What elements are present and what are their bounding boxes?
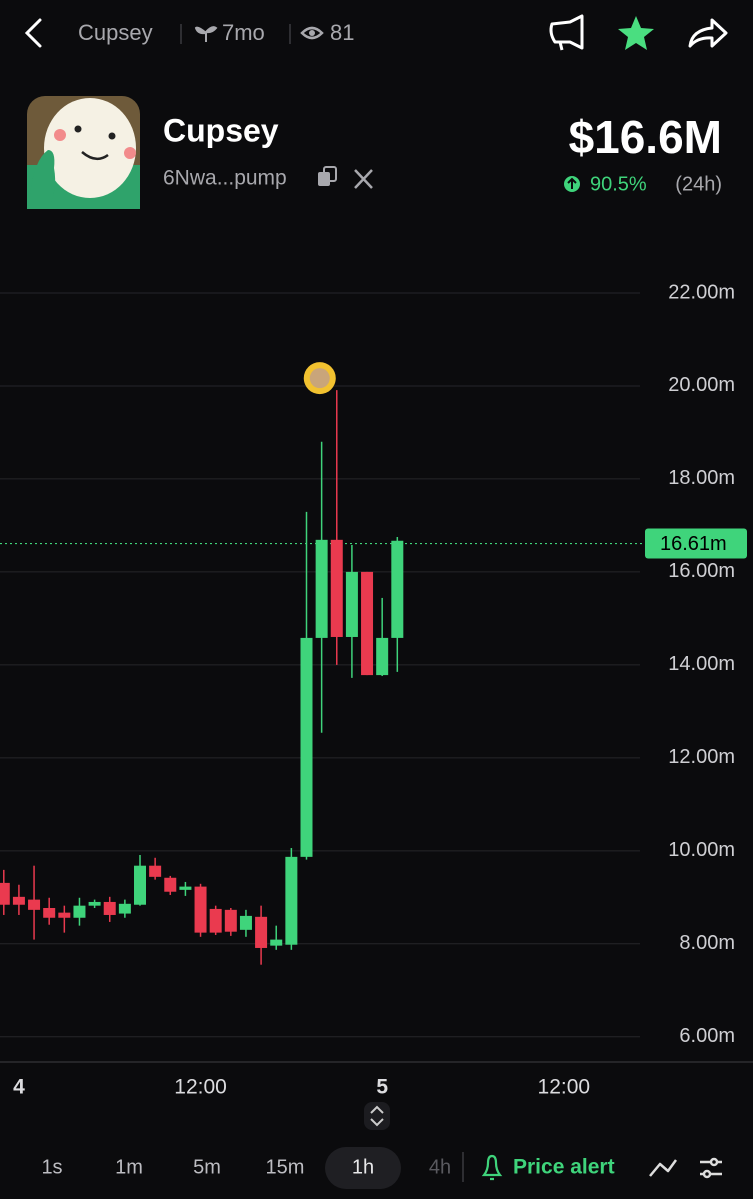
interval-button[interactable]: 5m bbox=[193, 1156, 221, 1178]
interval-button[interactable]: 1m bbox=[115, 1156, 143, 1178]
candle-body bbox=[345, 571, 358, 637]
y-tick-label: 18.00m bbox=[668, 467, 735, 489]
chart-style-button[interactable] bbox=[649, 1159, 678, 1177]
candle-body bbox=[149, 865, 162, 877]
candle-body bbox=[270, 939, 283, 946]
candle-body bbox=[300, 637, 313, 857]
candle-body bbox=[315, 539, 328, 638]
up-arrow bbox=[567, 177, 577, 189]
copy-button[interactable] bbox=[318, 166, 337, 186]
x-tick-label: 4 bbox=[13, 1076, 25, 1099]
token-address: 6Nwa...pump bbox=[163, 167, 287, 190]
market-cap: $16.6M bbox=[569, 111, 722, 163]
candle-body bbox=[255, 916, 268, 948]
candle-body bbox=[43, 907, 56, 918]
candle-body bbox=[12, 896, 25, 905]
token-name: Cupsey bbox=[163, 112, 279, 148]
interval-button[interactable]: 4h bbox=[429, 1156, 451, 1178]
favorite-button[interactable] bbox=[618, 16, 654, 50]
y-tick-label: 6.00m bbox=[679, 1025, 735, 1047]
sprout-icon bbox=[194, 26, 218, 42]
y-tick-label: 12.00m bbox=[668, 746, 735, 768]
x-tick-label: 5 bbox=[376, 1076, 388, 1099]
last-price-label: 16.61m bbox=[660, 533, 727, 555]
candle-body bbox=[179, 886, 192, 890]
expand-icon bbox=[370, 1105, 384, 1127]
candle-body bbox=[285, 856, 298, 945]
x-link[interactable] bbox=[354, 169, 373, 189]
candle-body bbox=[391, 540, 404, 638]
candle-body bbox=[103, 901, 116, 915]
y-tick-label: 22.00m bbox=[668, 281, 735, 303]
age: 7mo bbox=[222, 20, 265, 45]
header-title: Cupsey bbox=[78, 20, 153, 45]
bell-icon bbox=[481, 1154, 503, 1181]
eye-pupil bbox=[309, 30, 315, 36]
candle-body bbox=[58, 912, 71, 918]
announce-button[interactable] bbox=[549, 14, 584, 51]
candle-body bbox=[88, 901, 101, 906]
eye-icon bbox=[300, 26, 324, 40]
token-avatar bbox=[27, 96, 140, 209]
candle-body bbox=[73, 905, 86, 918]
y-tick-label: 16.00m bbox=[668, 560, 735, 582]
price-chart: 6.00m 8.00m 10.00m 12.00m 14.00m 16.00m 18.00m… bbox=[0, 281, 753, 1099]
y-tick-label: 20.00m bbox=[668, 374, 735, 396]
interval-selected bbox=[325, 1147, 401, 1189]
x-tick-label: 12:00 bbox=[538, 1076, 591, 1099]
candle-body bbox=[134, 865, 147, 905]
change: 90.5% bbox=[590, 173, 647, 195]
change-period: (24h) bbox=[675, 173, 722, 195]
x-tick-label: 12:00 bbox=[174, 1076, 227, 1099]
candle-body bbox=[361, 571, 374, 676]
expand-button[interactable] bbox=[364, 1102, 390, 1130]
views: 81 bbox=[330, 20, 354, 45]
toolbar: 1s 1m 5m 15m 1h 4h bbox=[41, 1147, 451, 1189]
candle-body bbox=[28, 899, 41, 910]
share-button[interactable] bbox=[688, 18, 728, 48]
candle-body bbox=[224, 909, 237, 932]
y-tick-label: 10.00m bbox=[668, 839, 735, 861]
interval-button[interactable]: 15m bbox=[266, 1156, 305, 1178]
interval-button[interactable]: 1h bbox=[352, 1156, 374, 1178]
candle-body bbox=[164, 877, 177, 892]
y-tick-label: 14.00m bbox=[668, 653, 735, 675]
y-tick-label: 8.00m bbox=[679, 932, 735, 954]
candle-body bbox=[209, 908, 222, 933]
back-button[interactable] bbox=[24, 18, 42, 48]
event-marker-avatar bbox=[309, 368, 330, 389]
candle-body bbox=[118, 903, 131, 914]
candle-body bbox=[330, 539, 343, 637]
last-price-badge bbox=[645, 528, 747, 559]
candle-body bbox=[239, 915, 252, 930]
candle-body bbox=[194, 886, 207, 933]
candle-body bbox=[0, 882, 10, 905]
price-alert-button[interactable]: Price alert bbox=[513, 1156, 615, 1179]
interval-button[interactable]: 1s bbox=[41, 1156, 62, 1178]
candle-body bbox=[376, 637, 389, 676]
settings-button[interactable] bbox=[700, 1157, 722, 1179]
